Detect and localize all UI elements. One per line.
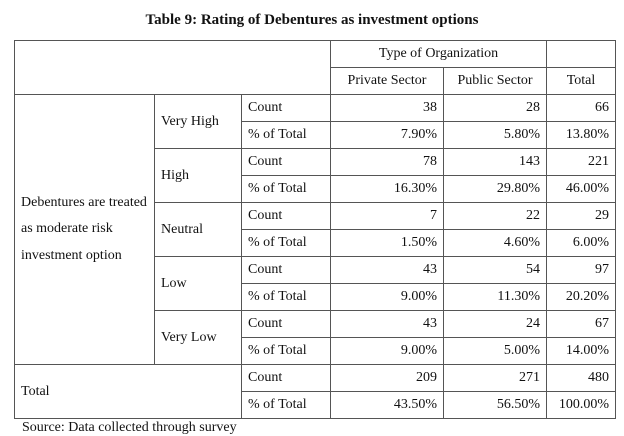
measure-label: Count: [240, 148, 332, 176]
measure-label: % of Total: [240, 283, 332, 311]
measure-label: Count: [240, 94, 332, 122]
table-row: % of Total 7.90% 5.80% 13.80%: [15, 121, 617, 149]
col-header-total: Total: [546, 67, 617, 95]
measure-label: % of Total: [240, 175, 332, 203]
cell-value: 22: [443, 202, 548, 230]
cell-value: 46.00%: [546, 175, 617, 203]
empty-header-cell: [546, 40, 617, 68]
total-label: Total: [14, 364, 242, 419]
measure-label: % of Total: [240, 391, 332, 419]
cell-value: 29: [546, 202, 617, 230]
cell-value: 100.00%: [546, 391, 617, 419]
cell-value: 38: [330, 94, 445, 122]
rating-table: Type of Organization Private Sector Publ…: [13, 40, 617, 419]
cell-value: 6.00%: [546, 229, 617, 257]
header-row-group: Type of Organization: [13, 40, 617, 95]
total-row: % of Total 43.50% 56.50% 100.00%: [15, 391, 617, 419]
cell-value: 209: [330, 364, 445, 392]
rating-label: Neutral: [154, 202, 242, 257]
cell-value: 56.50%: [443, 391, 548, 419]
table-row: % of Total 9.00% 5.00% 14.00%: [15, 337, 617, 365]
cell-value: 11.30%: [443, 283, 548, 311]
table-row: % of Total 16.30% 29.80% 46.00%: [15, 175, 617, 203]
measure-label: Count: [240, 310, 332, 338]
rating-label: Low: [154, 256, 242, 311]
cell-value: 9.00%: [330, 283, 445, 311]
cell-value: 43: [330, 256, 445, 284]
measure-label: Count: [240, 202, 332, 230]
cell-value: 54: [443, 256, 548, 284]
cell-value: 1.50%: [330, 229, 445, 257]
source-note: Source: Data collected through survey: [22, 420, 237, 435]
cell-value: 221: [546, 148, 617, 176]
group-header: Type of Organization: [330, 40, 548, 68]
cell-value: 43.50%: [330, 391, 445, 419]
cell-value: 97: [546, 256, 617, 284]
cell-value: 7: [330, 202, 445, 230]
measure-label: Count: [240, 256, 332, 284]
cell-value: 5.80%: [443, 121, 548, 149]
cell-value: 14.00%: [546, 337, 617, 365]
cell-value: 43: [330, 310, 445, 338]
table-title: Table 9: Rating of Debentures as investm…: [145, 12, 479, 28]
rating-label: High: [154, 148, 242, 203]
cell-value: 78: [330, 148, 445, 176]
cell-value: 66: [546, 94, 617, 122]
col-header-private: Private Sector: [330, 67, 445, 95]
table-row: Very Low Count 43 24 67: [15, 310, 617, 365]
cell-value: 67: [546, 310, 617, 338]
cell-value: 480: [546, 364, 617, 392]
header-row-cols: Private Sector Public Sector Total: [15, 67, 617, 95]
cell-value: 20.20%: [546, 283, 617, 311]
cell-value: 7.90%: [330, 121, 445, 149]
cell-value: 9.00%: [330, 337, 445, 365]
measure-label: Count: [240, 364, 332, 392]
empty-corner-cell: [13, 40, 332, 95]
cell-value: 5.00%: [443, 337, 548, 365]
cell-value: 16.30%: [330, 175, 445, 203]
total-row: Total Count 209 271 480: [14, 364, 617, 419]
table-row: Debentures are treated as moderate risk …: [14, 94, 617, 365]
measure-label: % of Total: [240, 229, 332, 257]
cell-value: 28: [443, 94, 548, 122]
col-header-public: Public Sector: [443, 67, 548, 95]
cell-value: 271: [443, 364, 548, 392]
table-row: High Count 78 143 221: [15, 148, 617, 203]
cell-value: 4.60%: [443, 229, 548, 257]
measure-label: % of Total: [240, 337, 332, 365]
cell-value: 24: [443, 310, 548, 338]
cell-value: 29.80%: [443, 175, 548, 203]
cell-value: 13.80%: [546, 121, 617, 149]
rating-label: Very High: [154, 94, 242, 149]
measure-label: % of Total: [240, 121, 332, 149]
cell-value: 143: [443, 148, 548, 176]
row-group-label: Debentures are treated as moderate risk …: [14, 94, 155, 365]
rating-label: Very Low: [154, 310, 242, 365]
